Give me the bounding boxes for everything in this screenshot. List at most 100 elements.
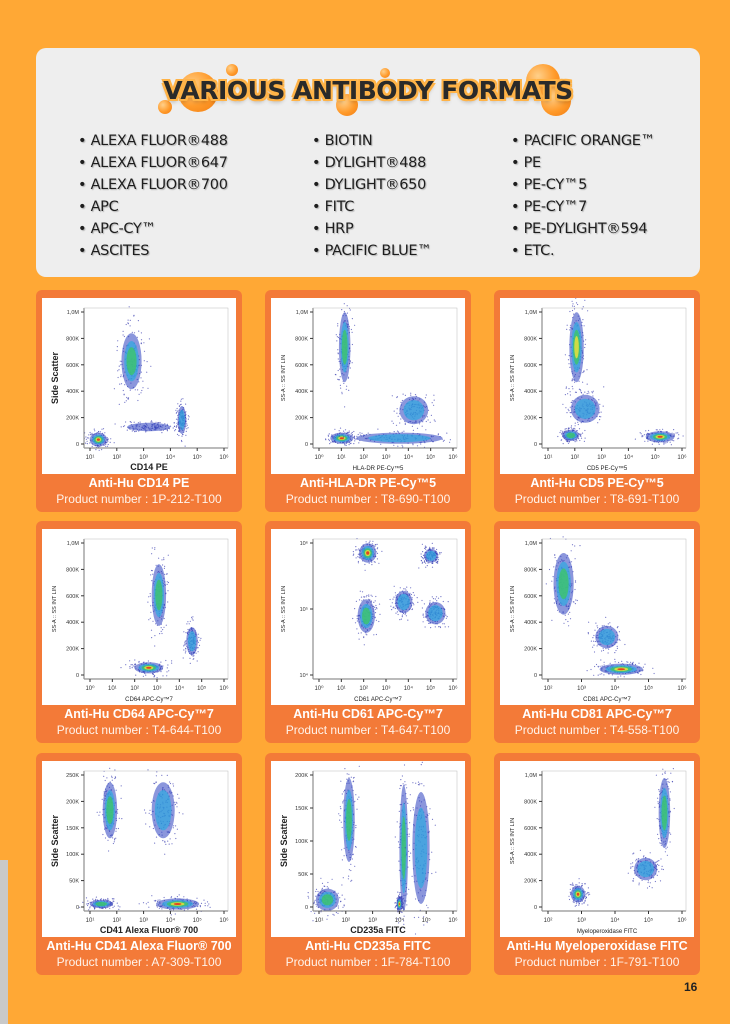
event-dot (443, 439, 445, 441)
event-dot (445, 617, 447, 619)
event-dot (118, 403, 120, 405)
event-dot (174, 803, 176, 806)
event-dot (133, 332, 136, 334)
event-dot (570, 416, 572, 418)
event-dot (667, 778, 669, 780)
event-dot (151, 801, 153, 803)
y-tick-label: 200K (524, 416, 537, 422)
event-dot (200, 637, 202, 639)
event-dot (374, 608, 376, 610)
event-dot (185, 650, 187, 652)
event-dot (134, 431, 136, 433)
event-dot (411, 425, 413, 427)
event-dot (167, 590, 169, 592)
y-tick-label: 400K (66, 389, 79, 395)
event-dot (394, 592, 396, 594)
event-dot (412, 444, 414, 446)
event-dot (357, 553, 359, 555)
event-dot (408, 844, 410, 846)
event-dot (133, 421, 135, 423)
event-dot (92, 898, 94, 900)
event-dot (427, 562, 429, 564)
event-dot (603, 674, 605, 676)
event-dot (397, 431, 400, 433)
event-dot (571, 400, 573, 402)
event-dot (146, 361, 148, 363)
event-dot (360, 596, 363, 598)
event-dot (189, 620, 191, 622)
product-number: Product number : 1P-212-T100 (56, 492, 222, 506)
event-dot (154, 842, 156, 844)
event-dot (158, 907, 160, 909)
event-dot (352, 781, 354, 783)
event-dot (594, 665, 596, 668)
event-dot (406, 787, 408, 789)
y-tick-label: 600K (66, 363, 79, 369)
event-dot (161, 559, 163, 561)
event-dot (109, 767, 111, 769)
event-dot (337, 323, 339, 325)
event-dot (392, 598, 394, 600)
event-dot (147, 660, 149, 662)
event-dot (160, 661, 162, 663)
event-dot (421, 607, 423, 609)
event-dot (335, 374, 337, 376)
event-dot (431, 596, 433, 598)
event-dot (418, 916, 420, 918)
event-dot (592, 392, 594, 394)
event-dot (591, 391, 593, 393)
event-dot (91, 432, 93, 434)
event-dot (167, 554, 169, 556)
y-tick-label: 1,0M (67, 541, 80, 547)
event-dot (103, 775, 105, 777)
event-dot (446, 616, 448, 618)
event-dot (174, 425, 176, 427)
event-dot (418, 423, 421, 425)
y-tick-label: 1,0M (525, 541, 538, 547)
event-dot (129, 667, 131, 669)
x-tick-label: 10² (112, 918, 121, 924)
event-dot (171, 843, 173, 845)
event-dot (152, 827, 154, 830)
event-dot (393, 444, 395, 446)
x-tick-label: 10³ (382, 686, 391, 692)
event-dot (118, 369, 120, 371)
event-dot (145, 674, 147, 676)
event-dot (666, 441, 668, 443)
event-dot (661, 868, 663, 870)
x-tick-label: 10⁶ (219, 917, 229, 924)
event-dot (104, 432, 106, 434)
density-contour (366, 551, 370, 555)
event-dot (158, 422, 160, 424)
event-dot (371, 595, 373, 597)
event-dot (94, 907, 96, 909)
event-dot (137, 422, 139, 424)
event-dot (404, 613, 406, 615)
event-dot (352, 554, 354, 556)
event-dot (417, 784, 420, 786)
event-dot (353, 437, 355, 439)
event-dot (166, 675, 168, 677)
event-dot (576, 440, 578, 442)
event-dot (568, 441, 570, 443)
event-dot (395, 612, 397, 614)
event-dot (582, 319, 584, 321)
y-tick-label: 150K (66, 826, 79, 832)
event-dot (663, 443, 665, 445)
event-dot (571, 378, 573, 380)
event-dot (603, 386, 605, 388)
event-dot (352, 617, 354, 620)
event-dot (422, 561, 424, 563)
x-tick-label: 10³ (368, 918, 377, 924)
product-card: 0 50K 100K 150K 200K 250K 10¹ 10² 10³ 10⁴ 10⁵ 10⁶ CD… (36, 753, 242, 975)
event-dot (147, 601, 149, 603)
event-dot (148, 338, 150, 340)
flow-cytometry-plot: 0 200K 400K 600K 800K 1,0M 10² 10³ 10⁴ 10⁵ 10⁶ CD81… (500, 529, 694, 705)
event-dot (115, 837, 117, 839)
event-dot (551, 580, 553, 582)
event-dot (204, 905, 206, 907)
y-tick-label: 150K (295, 806, 308, 812)
product-card: 0 200K 400K 600K 800K 1,0M 10⁰ 10¹ 10² 10³ 10⁴ 10⁵ 1… (265, 290, 471, 512)
event-dot (314, 912, 316, 914)
event-dot (423, 560, 426, 562)
